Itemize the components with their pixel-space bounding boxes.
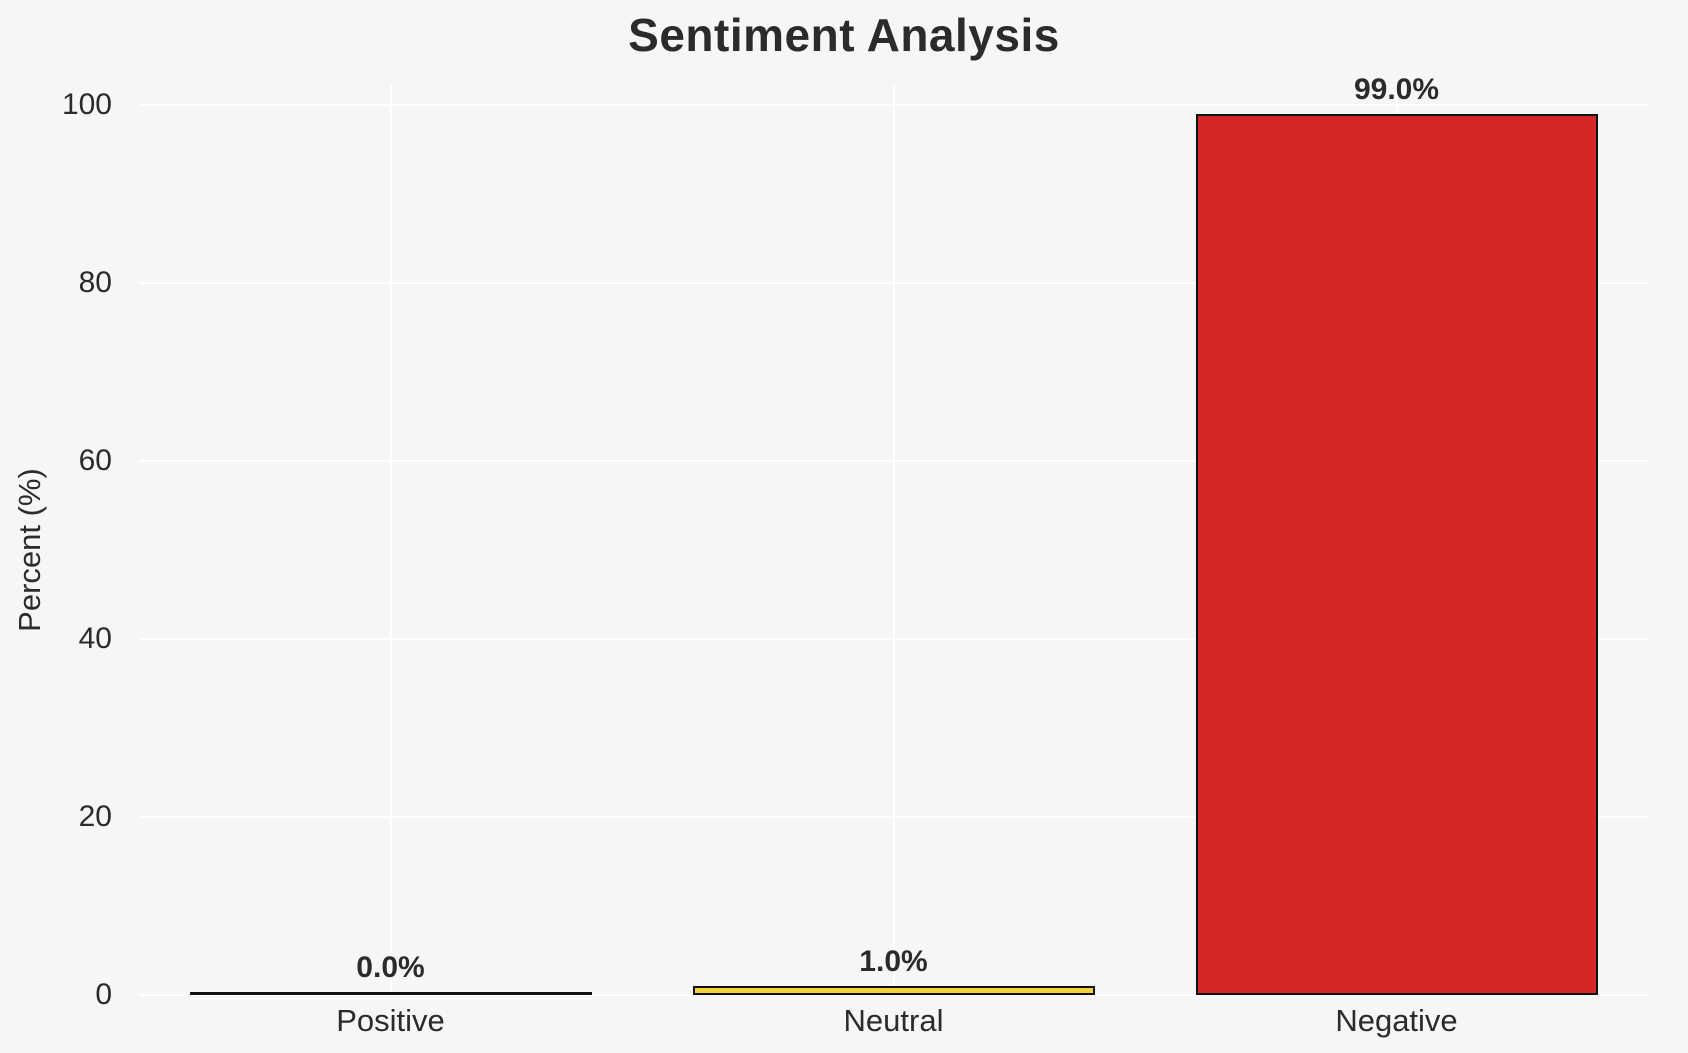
x-tick-label-neutral: Neutral	[843, 1003, 944, 1038]
x-gridline	[389, 85, 392, 995]
x-tick-label-positive: Positive	[336, 1003, 445, 1038]
y-tick-label: 60	[78, 444, 112, 478]
y-tick-label: 0	[95, 978, 112, 1011]
y-gridline	[139, 994, 1648, 996]
chart-title: Sentiment Analysis	[628, 9, 1060, 61]
bar-value-label: 99.0%	[1353, 73, 1440, 106]
y-tick-label: 40	[78, 622, 112, 656]
bar-neutral	[693, 986, 1095, 995]
bar-value-label: 1.0%	[859, 945, 928, 978]
x-tick-label-negative: Negative	[1335, 1003, 1458, 1038]
y-tick-label: 80	[78, 266, 112, 300]
y-tick-label: 20	[78, 800, 112, 834]
bar-negative	[1196, 114, 1598, 995]
x-gridline	[892, 85, 895, 995]
bar-positive	[190, 992, 592, 995]
bar-value-label: 0.0%	[356, 951, 425, 984]
y-tick-label: 100	[61, 88, 112, 122]
